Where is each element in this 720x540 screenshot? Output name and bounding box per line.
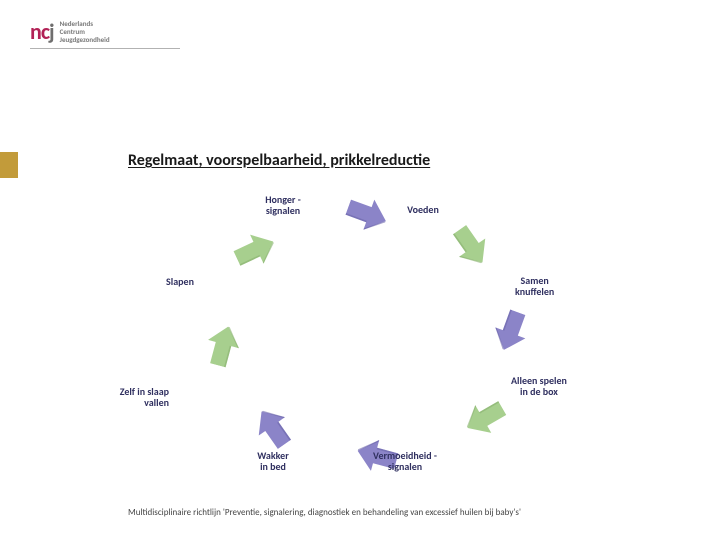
logo-letter-n: n xyxy=(30,18,41,45)
cycle-node-alleen: Alleen spelen in de box xyxy=(511,375,567,397)
cycle-node-slapen: Slapen xyxy=(166,276,194,287)
logo-subtitle: Nederlands Centrum Jeugdgezondheid xyxy=(60,20,110,44)
logo-sub-line3: Jeugdgezondheid xyxy=(60,36,110,44)
cycle-arrow-slapen-honger xyxy=(230,227,280,273)
cycle-arrow-wakker-zelfslaap xyxy=(248,402,297,453)
logo-letter-j: j xyxy=(49,18,54,45)
cycle-diagram: Honger - signalen Voeden Samen knuffelen Al… xyxy=(125,180,595,490)
cycle-node-voeden: Voeden xyxy=(407,204,439,215)
cycle-arrow-zelfslaap-slapen xyxy=(202,323,243,370)
cycle-node-zelfslaap: Zelf in slaap vallen xyxy=(120,386,169,408)
cycle-arrow-alleen-vermoeid xyxy=(460,394,511,442)
cycle-arrow-samen-alleen xyxy=(489,307,533,356)
logo-mark: n c j xyxy=(30,18,54,45)
logo-letter-c: c xyxy=(41,18,49,45)
cycle-node-wakker: Wakker in bed xyxy=(257,450,289,472)
cycle-node-vermoeid: Vermoeidheid - signalen xyxy=(373,450,437,472)
cycle-node-honger: Honger - signalen xyxy=(265,194,301,216)
cycle-node-samen: Samen knuffelen xyxy=(515,275,554,297)
side-accent-tab xyxy=(0,152,18,178)
cycle-arrow-honger-voeden xyxy=(343,192,392,236)
page-title: Regelmaat, voorspelbaarheid, prikkelredu… xyxy=(128,151,430,170)
cycle-arrow-voeden-samen xyxy=(446,220,495,271)
logo: n c j Nederlands Centrum Jeugdgezondheid xyxy=(30,18,110,45)
logo-underline xyxy=(30,48,180,49)
footer-caption: Multidisciplinaire richtlijn 'Preventie,… xyxy=(128,507,521,518)
